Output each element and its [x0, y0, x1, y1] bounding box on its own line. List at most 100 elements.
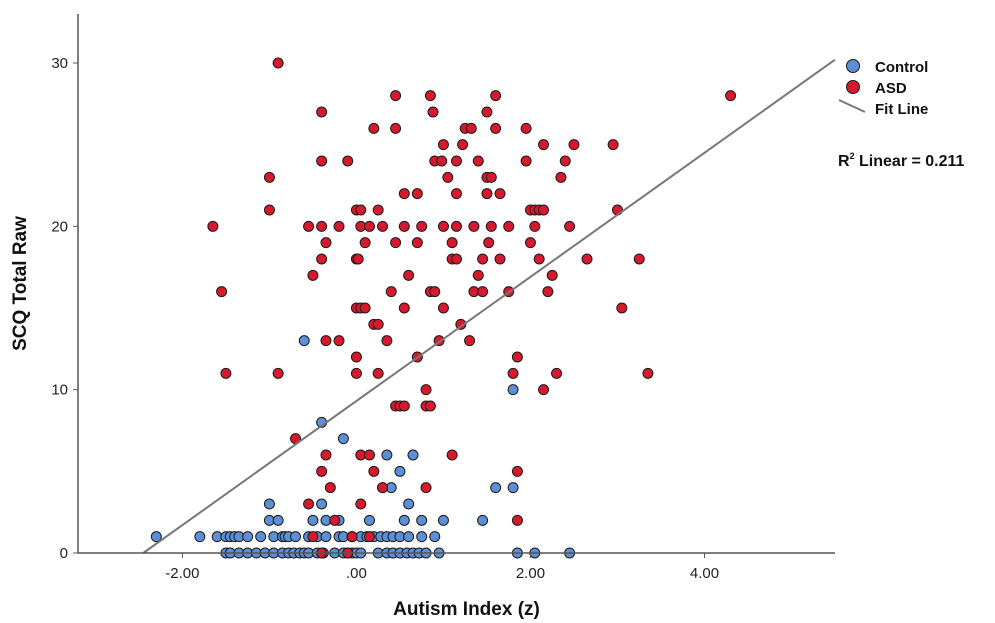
- asd-point: [372, 204, 384, 216]
- control-point: [298, 335, 310, 347]
- control-point: [363, 514, 375, 526]
- asd-point: [546, 269, 558, 281]
- asd-point: [472, 155, 484, 167]
- asd-point: [333, 335, 345, 347]
- asd-point: [411, 188, 423, 200]
- asd-point: [529, 220, 541, 232]
- asd-point: [485, 171, 497, 183]
- asd-point: [442, 171, 454, 183]
- asd-point: [316, 220, 328, 232]
- y-axis-title: SCQ Total Raw: [10, 216, 31, 351]
- asd-point: [427, 106, 439, 118]
- asd-point: [352, 253, 364, 265]
- asd-point: [642, 367, 654, 379]
- asd-point: [416, 220, 428, 232]
- asd-point: [542, 286, 554, 298]
- asd-point: [307, 269, 319, 281]
- asd-point: [429, 286, 441, 298]
- asd-point: [390, 237, 402, 249]
- asd-point: [398, 220, 410, 232]
- asd-point: [390, 122, 402, 134]
- control-point: [320, 531, 332, 543]
- control-point: [507, 482, 519, 494]
- asd-point: [538, 204, 550, 216]
- asd-point: [363, 449, 375, 461]
- asd-point: [465, 122, 477, 134]
- legend-marker: [846, 80, 860, 94]
- asd-point: [207, 220, 219, 232]
- asd-point: [581, 253, 593, 265]
- asd-point: [520, 122, 532, 134]
- control-point: [242, 531, 254, 543]
- asd-point: [346, 531, 358, 543]
- asd-point: [451, 220, 462, 232]
- control-point: [429, 531, 441, 543]
- asd-point: [350, 351, 362, 363]
- asd-point: [377, 220, 389, 232]
- x-ticks: -2.00 .00 2.00 4.00: [165, 553, 719, 582]
- asd-point: [494, 188, 506, 200]
- asd-point: [483, 237, 495, 249]
- x-tick-label: 2.00: [516, 565, 545, 582]
- asd-point: [607, 139, 619, 151]
- asd-point: [455, 318, 467, 330]
- control-point: [307, 514, 319, 526]
- r-squared-annotation: R2 Linear = 0.211: [838, 151, 965, 170]
- control-point: [255, 531, 267, 543]
- asd-point: [381, 335, 393, 347]
- asd-point: [342, 155, 354, 167]
- asd-point: [555, 171, 567, 183]
- y-tick-label: 20: [51, 218, 68, 235]
- asd-point: [363, 220, 375, 232]
- asd-point: [333, 220, 345, 232]
- asd-point: [355, 498, 367, 510]
- asd-point: [503, 220, 515, 232]
- asd-point: [272, 57, 284, 69]
- y-tick-label: 30: [51, 55, 68, 72]
- asd-point: [468, 220, 480, 232]
- asd-point: [372, 318, 384, 330]
- asd-point: [316, 155, 328, 167]
- asd-point: [451, 155, 462, 167]
- asd-point: [316, 106, 328, 118]
- asd-point: [420, 482, 432, 494]
- control-point: [394, 465, 406, 477]
- asd-point: [490, 90, 502, 102]
- asd-point: [507, 367, 519, 379]
- y-tick-label: 10: [51, 382, 68, 399]
- asd-point: [520, 155, 532, 167]
- asd-point: [355, 204, 367, 216]
- asd-point: [385, 286, 397, 298]
- asd-point: [420, 384, 432, 396]
- control-point: [290, 531, 302, 543]
- asd-point: [616, 302, 628, 314]
- asd-point: [216, 286, 228, 298]
- asd-point: [490, 122, 502, 134]
- control-point: [150, 531, 162, 543]
- control-point: [316, 498, 328, 510]
- asd-point: [477, 286, 489, 298]
- control-point: [272, 514, 284, 526]
- asd-point: [464, 335, 476, 347]
- asd-point: [538, 139, 550, 151]
- asd-point: [359, 237, 371, 249]
- control-point: [337, 433, 349, 445]
- asd-point: [263, 204, 275, 216]
- asd-point: [303, 498, 315, 510]
- asd-point: [524, 237, 536, 249]
- asd-point: [368, 122, 380, 134]
- asd-point: [359, 302, 371, 314]
- control-point: [507, 384, 519, 396]
- asd-point: [436, 155, 448, 167]
- asd-point: [559, 155, 571, 167]
- control-point: [398, 514, 410, 526]
- control-point: [416, 514, 428, 526]
- x-tick-label: -2.00: [165, 565, 199, 582]
- asd-point: [320, 449, 332, 461]
- asd-point: [368, 465, 380, 477]
- control-point: [403, 531, 415, 543]
- asd-point: [350, 367, 362, 379]
- control-point: [437, 514, 449, 526]
